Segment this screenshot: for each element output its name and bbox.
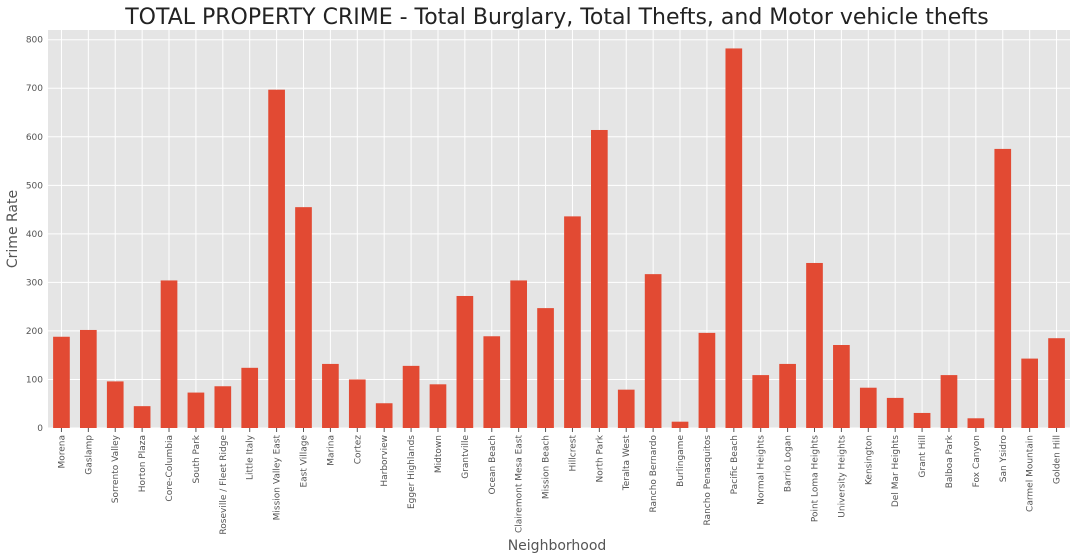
x-tick-label: Kensington xyxy=(864,435,874,485)
x-tick-label: Grant Hill xyxy=(918,435,928,478)
y-tick-label: 800 xyxy=(26,36,43,46)
bar-clairemont-mesa-east xyxy=(510,280,527,428)
bar-gaslamp xyxy=(80,329,97,428)
y-tick-label: 100 xyxy=(26,375,43,385)
x-tick-label: South Park xyxy=(192,434,202,483)
bar-point-loma-heights xyxy=(806,262,823,428)
y-tick-label: 400 xyxy=(26,230,43,240)
x-tick-label: Horton Plaza xyxy=(138,435,148,492)
x-tick-label: Point Loma Heights xyxy=(811,435,821,522)
bar-north-park xyxy=(591,129,608,429)
bar-cortez xyxy=(348,379,366,428)
x-tick-label: Cortez xyxy=(353,435,363,465)
x-tick-label: Core-Columbia xyxy=(165,435,175,502)
x-tick-label: Marina xyxy=(326,435,336,466)
x-tick-label: San Ysidro xyxy=(999,435,1009,483)
y-tick-label: 500 xyxy=(26,181,43,191)
bar-grantville xyxy=(456,295,474,428)
x-tick-label: Roseville / Fleet Ridge xyxy=(219,435,229,535)
bar-egger-highlands xyxy=(402,365,420,428)
bar-east-village xyxy=(295,207,312,428)
bar-golden-hill xyxy=(1048,338,1065,428)
bar-sorrento-valley xyxy=(106,381,124,428)
bar-university-heights xyxy=(833,345,850,428)
bar-teralta-west xyxy=(617,389,635,428)
x-tick-label: University Heights xyxy=(837,435,847,518)
bar-rancho-bernardo xyxy=(644,274,662,428)
bar-san-ysidro xyxy=(994,148,1012,429)
plot-area xyxy=(48,30,1070,428)
x-tick-label: Balboa Park xyxy=(945,434,955,488)
x-tick-label: Harborview xyxy=(380,435,390,487)
bar-marina xyxy=(322,363,339,428)
y-tick-label: 600 xyxy=(26,133,43,143)
bar-balboa-park xyxy=(940,375,958,428)
y-tick-label: 700 xyxy=(26,84,43,94)
bar-horton-plaza xyxy=(133,406,151,428)
bar-morena xyxy=(53,336,70,428)
x-tick-label: Little Italy xyxy=(246,434,256,480)
y-tick-label: 200 xyxy=(26,327,43,337)
bar-harborview xyxy=(375,403,393,428)
bar-south-park xyxy=(187,392,205,428)
x-tick-label: Hillcrest xyxy=(568,435,578,472)
bar-mission-beach xyxy=(537,308,554,428)
bar-mission-valley-east xyxy=(268,89,285,428)
x-tick-label: Fox Canyon xyxy=(972,435,982,487)
y-tick-label: 0 xyxy=(37,424,43,434)
x-tick-label: Normal Heights xyxy=(757,435,767,505)
bar-grant-hill xyxy=(913,412,931,428)
x-tick-label: Ocean Beach xyxy=(488,435,498,495)
x-tick-label: Rancho Penasquitos xyxy=(703,435,713,526)
x-tick-label: Teralta West xyxy=(622,435,632,492)
x-tick-label: North Park xyxy=(595,434,605,482)
x-tick-label: Carmel Mountain xyxy=(1026,435,1036,512)
x-tick-label: Sorrento Valley xyxy=(111,434,121,503)
x-tick-label: Morena xyxy=(57,435,67,469)
x-tick-label: Rancho Bernardo xyxy=(649,435,659,513)
bar-midtown xyxy=(429,384,447,428)
x-tick-label: East Village xyxy=(300,435,310,488)
chart-title: TOTAL PROPERTY CRIME - Total Burglary, T… xyxy=(124,5,989,30)
y-axis-ticks: 0 100 200 300 400 500 600 700 800 xyxy=(26,36,43,434)
bar-little-italy xyxy=(241,367,259,428)
x-axis-ticks: Morena Gaslamp Sorrento Valley Horton Plaza… xyxy=(57,428,1063,535)
y-tick-label: 300 xyxy=(26,278,43,288)
bar-roseville-fleet-ridge xyxy=(214,386,232,428)
bar-fox-canyon xyxy=(967,418,985,428)
bar-ocean-beach xyxy=(483,336,501,428)
bar-rancho-penasquitos xyxy=(698,332,716,428)
x-tick-label: Egger Highlands xyxy=(407,435,417,509)
x-axis-label: Neighborhood xyxy=(508,538,607,554)
x-tick-label: Golden Hill xyxy=(1053,435,1063,484)
x-tick-label: Midtown xyxy=(434,435,444,473)
y-axis-label: Crime Rate xyxy=(5,190,21,268)
x-tick-label: Gaslamp xyxy=(84,435,94,475)
bar-del-mar-heights xyxy=(886,397,904,428)
bar-core-columbia xyxy=(160,280,178,428)
bar-normal-heights xyxy=(752,375,770,428)
x-tick-label: Clairemont Mesa East xyxy=(515,435,525,533)
x-tick-label: Burlingame xyxy=(676,435,686,487)
bar-hillcrest xyxy=(564,216,581,428)
bar-pacific-beach xyxy=(725,48,743,428)
bar-burlingame xyxy=(671,421,689,428)
x-tick-label: Mission Valley East xyxy=(273,435,283,521)
x-tick-label: Del Mar Heights xyxy=(891,435,901,507)
x-tick-label: Pacific Beach xyxy=(730,435,740,494)
x-tick-label: Barrio Logan xyxy=(784,435,794,492)
x-tick-label: Grantville xyxy=(461,435,471,479)
bar-kensington xyxy=(859,387,877,428)
bar-barrio-logan xyxy=(779,363,796,428)
bar-carmel-mountain xyxy=(1021,358,1038,428)
bars-group xyxy=(53,48,1065,429)
x-tick-label: Mission Beach xyxy=(542,435,552,499)
